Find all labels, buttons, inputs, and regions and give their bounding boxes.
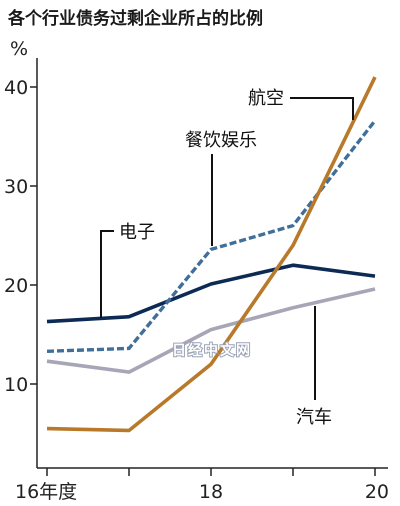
watermark: 日经中文网 [172,342,252,359]
chart-title: 各个行业债务过剩企业所占的比例 [8,9,263,29]
y-tick-label: 40 [4,77,28,99]
y-tick-label: 10 [4,374,28,396]
axes [36,58,388,469]
y-ticks: 10 20 30 40 [4,77,37,396]
series-line [46,263,376,324]
series-lines [46,76,377,433]
y-unit-label: % [10,38,28,60]
series-label: 航空 [248,88,284,109]
series-label: 电子 [119,222,155,243]
x-tick-label: 16年度 [15,481,77,503]
leader-line [290,97,354,120]
y-tick-label: 20 [4,275,28,297]
x-ticks: 16年度 18 20 [15,468,389,503]
x-tick-label: 20 [365,481,389,503]
x-tick-label: 18 [199,481,223,503]
series-label: 餐饮娱乐 [185,130,257,151]
series-line [46,287,376,374]
series-label: 汽车 [296,407,332,428]
series-line [46,76,377,433]
y-tick-label: 30 [4,176,28,198]
leader-line [100,230,114,318]
